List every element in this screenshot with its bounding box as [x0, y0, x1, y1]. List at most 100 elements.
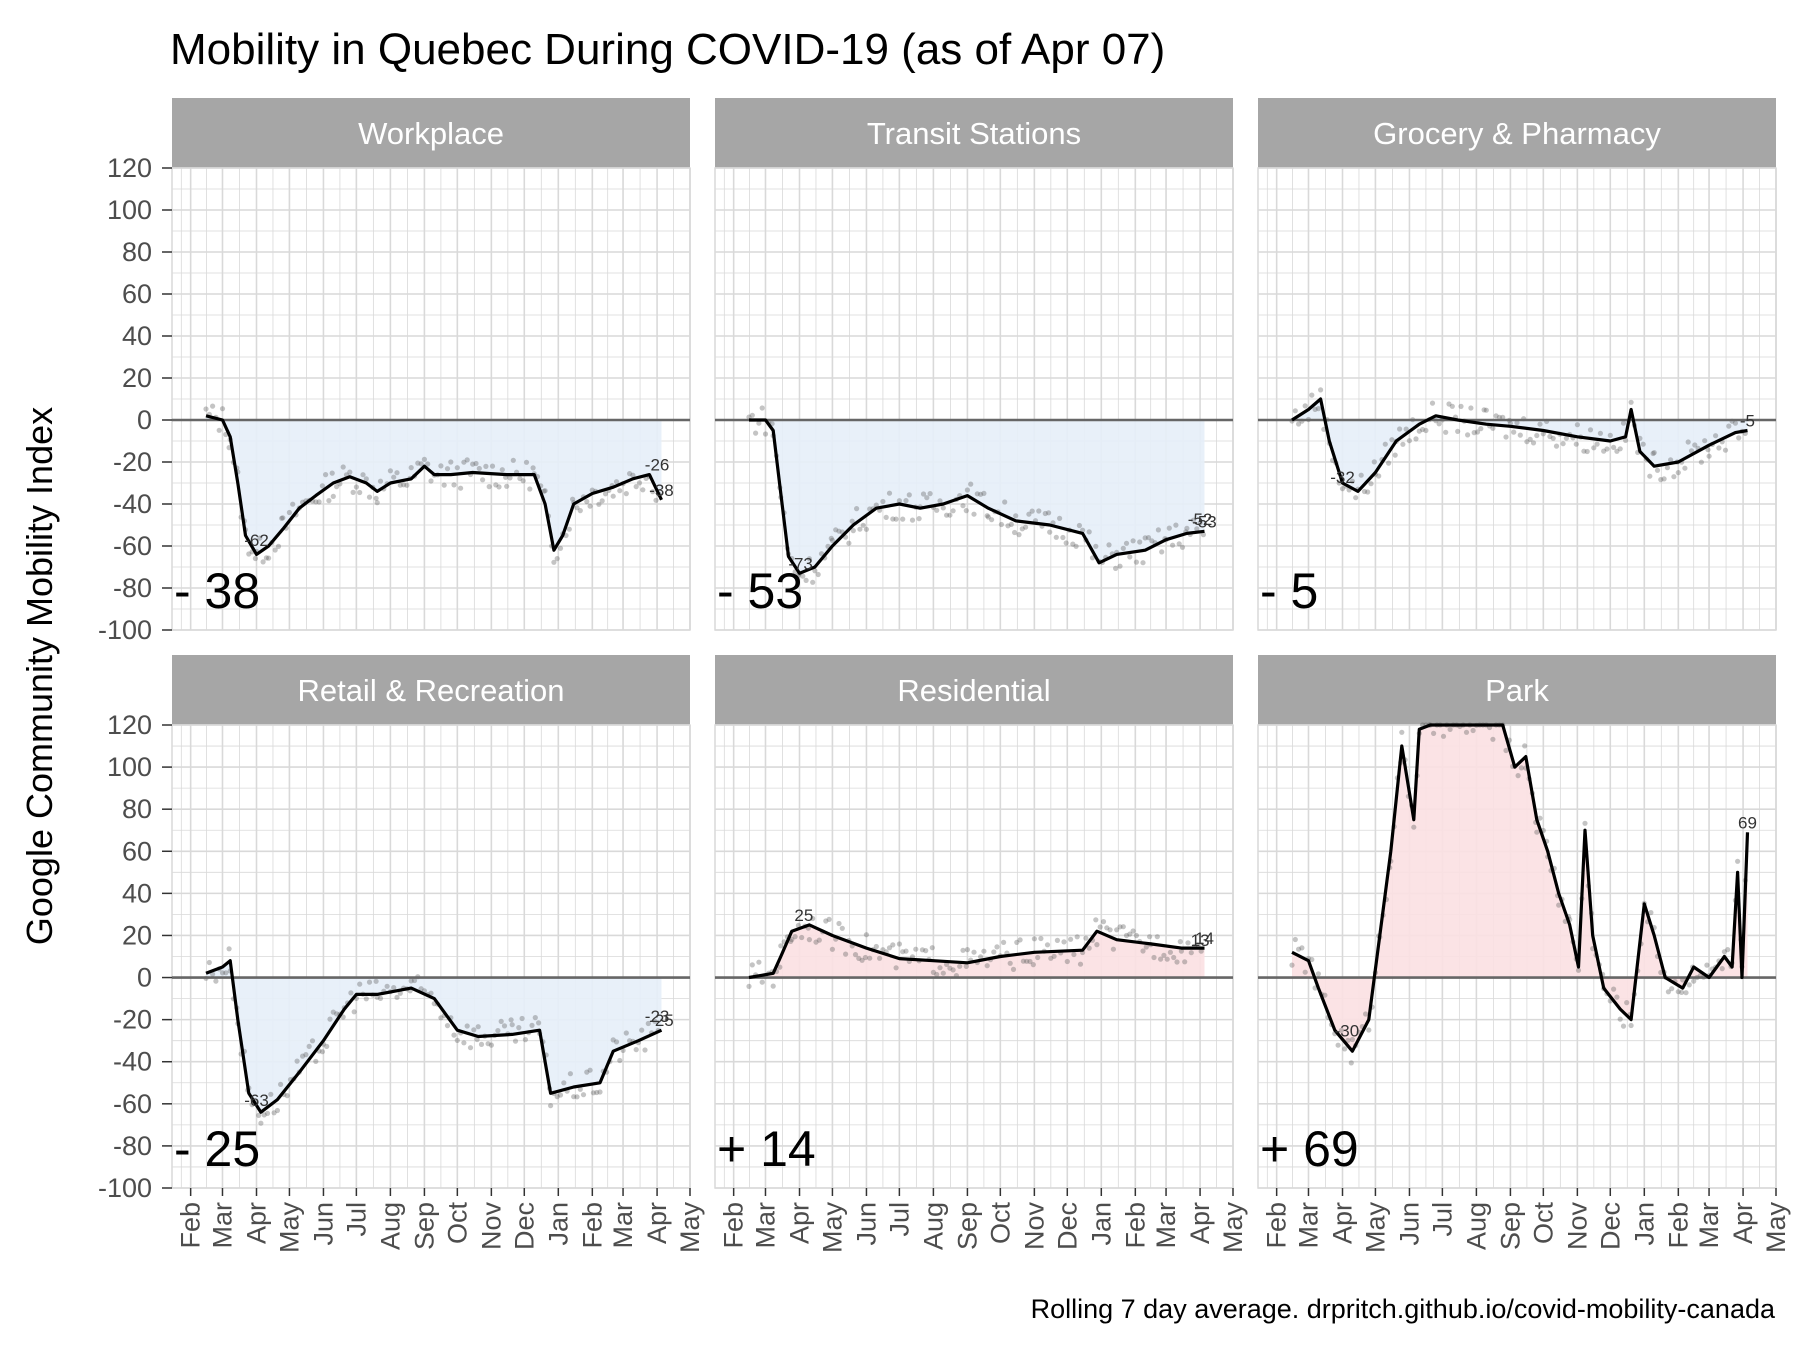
area-fill [749, 420, 1205, 574]
strip-label: Workplace [358, 116, 504, 151]
data-point [566, 526, 572, 532]
data-point [1736, 435, 1742, 441]
data-point [504, 483, 510, 489]
data-point [496, 484, 502, 490]
data-point [937, 498, 943, 504]
data-label: -30 [1335, 1022, 1360, 1041]
data-point [1013, 513, 1019, 519]
data-point [319, 483, 325, 489]
data-point [1620, 1023, 1627, 1029]
data-point [1665, 989, 1671, 995]
data-point [561, 1080, 567, 1086]
data-point [960, 947, 966, 953]
data-label: -25 [649, 1011, 674, 1030]
data-point [489, 463, 496, 469]
data-point [510, 457, 516, 463]
data-point [1083, 935, 1089, 941]
data-point [1721, 949, 1727, 955]
data-point [493, 482, 499, 488]
data-point [1420, 426, 1426, 433]
data-point [454, 1037, 460, 1043]
data-point [324, 1043, 330, 1049]
data-point [1446, 401, 1452, 407]
data-point [1093, 543, 1099, 549]
data-point [829, 946, 836, 952]
data-point [1113, 565, 1119, 572]
data-point [777, 964, 783, 970]
data-point [1366, 1027, 1372, 1033]
data-point [1382, 441, 1388, 447]
data-point [947, 512, 953, 518]
data-point [937, 965, 943, 971]
data-point [913, 946, 919, 952]
data-point [930, 969, 937, 976]
data-point [394, 994, 400, 1001]
data-point [828, 535, 834, 542]
data-point [313, 499, 319, 505]
data-point [1628, 399, 1634, 405]
data-point [1597, 430, 1603, 436]
x-tick-label: Jan [1629, 1202, 1659, 1246]
x-tick-label: Apr [1328, 1202, 1358, 1244]
data-point [1664, 465, 1670, 471]
data-point [627, 1038, 633, 1044]
data-point [617, 1057, 623, 1064]
data-point [340, 464, 346, 470]
data-point [1716, 445, 1722, 451]
data-point [1145, 535, 1152, 541]
data-point [1594, 441, 1600, 447]
data-point [1399, 729, 1405, 735]
x-tick-label: Mar [1694, 1202, 1724, 1249]
data-point [1623, 437, 1629, 443]
data-point [1133, 559, 1139, 565]
x-tick-label: Mar [608, 1202, 638, 1249]
data-point [1617, 446, 1623, 452]
area-fill [1292, 725, 1748, 1052]
x-tick-label: Jul [1427, 1202, 1457, 1237]
data-point [1389, 437, 1395, 443]
data-point [1142, 535, 1148, 541]
data-point [478, 1041, 485, 1047]
data-point [1147, 934, 1153, 940]
data-point [645, 1020, 651, 1027]
data-point [862, 954, 869, 961]
data-point [326, 498, 332, 504]
data-point [1527, 436, 1533, 442]
data-point [1651, 450, 1657, 456]
data-point [1114, 927, 1120, 933]
data-point [991, 949, 997, 955]
data-point [903, 498, 909, 504]
data-point [1490, 736, 1496, 742]
data-point [1581, 448, 1587, 454]
data-point [516, 1025, 522, 1031]
data-point [219, 406, 226, 412]
data-point [476, 465, 482, 472]
data-point [893, 965, 899, 971]
data-point [886, 490, 893, 496]
data-point [1031, 936, 1037, 942]
data-point [1177, 939, 1183, 945]
data-point [1429, 400, 1436, 406]
data-point [1104, 925, 1110, 931]
data-point [968, 481, 974, 487]
data-point [613, 479, 620, 485]
data-point [816, 937, 822, 943]
data-point [792, 934, 798, 940]
data-point [1117, 924, 1123, 930]
series-line [205, 959, 663, 1114]
data-point [1534, 432, 1540, 439]
panel-transit-stations: Transit Stations -73 -52-53 - 53 [714, 98, 1234, 631]
data-point [587, 1067, 593, 1073]
data-point [384, 983, 390, 989]
series-line [749, 418, 1205, 575]
data-point [846, 540, 852, 546]
y-tick-label: 0 [137, 963, 152, 993]
data-point [1449, 403, 1455, 409]
data-point [404, 482, 410, 488]
data-point [886, 945, 893, 951]
data-point [1170, 542, 1176, 548]
data-point [1582, 820, 1588, 826]
chart-caption: Rolling 7 day average. drpritch.github.i… [1031, 1294, 1776, 1324]
data-point [981, 490, 987, 496]
data-point [300, 1053, 306, 1059]
